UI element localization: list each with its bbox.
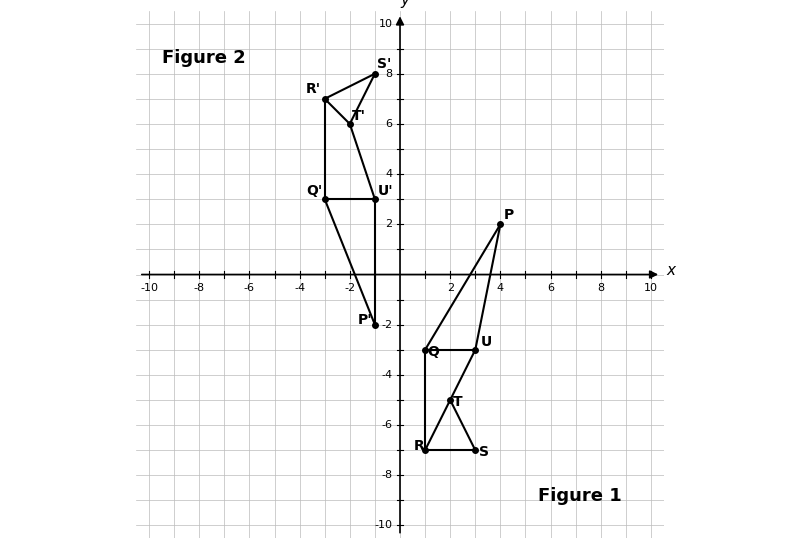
Text: -6: -6 <box>382 420 393 430</box>
Text: 2: 2 <box>446 283 454 293</box>
Text: 6: 6 <box>386 119 393 129</box>
Text: Figure 2: Figure 2 <box>162 49 246 66</box>
Text: 8: 8 <box>386 69 393 79</box>
Text: -10: -10 <box>140 283 158 293</box>
Text: 6: 6 <box>547 283 554 293</box>
Text: U: U <box>480 334 491 349</box>
Text: T': T' <box>352 109 366 122</box>
Text: -2: -2 <box>382 320 393 330</box>
Text: R: R <box>414 439 425 453</box>
Text: 4: 4 <box>386 169 393 179</box>
Text: -8: -8 <box>382 470 393 480</box>
Text: -4: -4 <box>382 370 393 380</box>
Text: 10: 10 <box>378 19 393 29</box>
Text: x: x <box>666 263 675 278</box>
Text: 10: 10 <box>644 283 658 293</box>
Text: 4: 4 <box>497 283 504 293</box>
Text: -4: -4 <box>294 283 305 293</box>
Text: U': U' <box>378 184 393 198</box>
Text: P': P' <box>358 313 372 327</box>
Text: -10: -10 <box>374 520 393 530</box>
Text: R': R' <box>306 82 321 96</box>
Text: Figure 1: Figure 1 <box>538 488 622 506</box>
Text: -8: -8 <box>194 283 205 293</box>
Text: -6: -6 <box>244 283 255 293</box>
Text: 2: 2 <box>386 219 393 229</box>
Text: S': S' <box>378 57 392 71</box>
Text: Q: Q <box>428 345 439 358</box>
Text: T: T <box>453 395 462 409</box>
Text: -2: -2 <box>344 283 355 293</box>
Text: P: P <box>504 208 514 222</box>
Text: 8: 8 <box>598 283 604 293</box>
Text: S: S <box>479 445 489 459</box>
Text: y: y <box>401 0 410 8</box>
Text: Q': Q' <box>306 184 322 198</box>
